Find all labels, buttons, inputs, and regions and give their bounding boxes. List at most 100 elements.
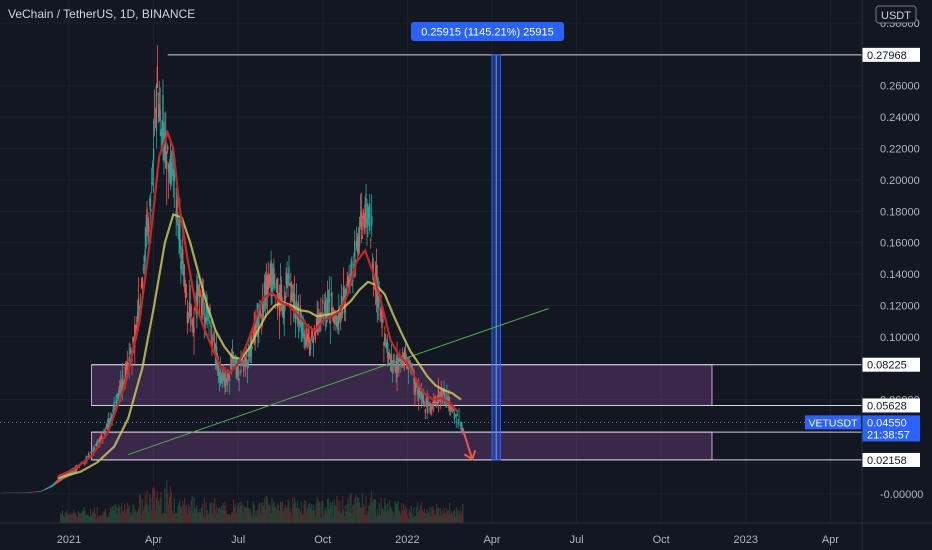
- volume-bar: [84, 510, 86, 523]
- forecast-arrow-group[interactable]: [461, 427, 477, 461]
- candle-body: [180, 261, 182, 269]
- volume-bar: [457, 510, 459, 523]
- volume-bar: [420, 502, 423, 523]
- candle-body: [237, 366, 239, 377]
- volume-bar: [153, 487, 156, 523]
- candle-body: [385, 342, 387, 348]
- price-tick-label: 0.22000: [880, 144, 920, 156]
- volume-bar: [106, 516, 108, 523]
- level-label-box: [862, 452, 920, 467]
- candle-body: [236, 368, 238, 370]
- volume-bar: [426, 508, 428, 523]
- volume-bar: [191, 495, 193, 523]
- volume-bar: [83, 506, 85, 523]
- candle-body: [153, 121, 156, 124]
- volume-bar: [122, 510, 125, 523]
- volume-bar: [187, 504, 189, 523]
- candle-body: [126, 361, 128, 375]
- candle-body: [268, 275, 270, 278]
- candle-body: [163, 138, 165, 161]
- volume-bar: [184, 497, 186, 523]
- volume-bar: [175, 513, 177, 523]
- currency-badge[interactable]: USDT: [881, 10, 911, 22]
- volume-bar: [395, 504, 397, 523]
- volume-bar: [236, 505, 238, 523]
- candle-body: [419, 391, 422, 395]
- countdown-label: 21:38:57: [867, 429, 910, 441]
- volume-bar: [102, 513, 104, 523]
- zone-box-2[interactable]: [91, 431, 713, 461]
- volume-bar: [422, 511, 424, 523]
- volume-bar: [247, 500, 249, 523]
- volume-bar: [430, 516, 432, 523]
- volume-bar: [94, 513, 96, 523]
- candle-body: [424, 409, 426, 413]
- volume-bar: [317, 499, 319, 523]
- candle-body: [100, 435, 102, 440]
- zone-boxes[interactable]: [91, 364, 713, 461]
- currency-badge-box[interactable]: [875, 5, 917, 24]
- candle-body: [253, 324, 255, 344]
- forecast-arrow-line[interactable]: [461, 427, 474, 460]
- volume-bar: [180, 506, 182, 523]
- volume-bar: [451, 513, 454, 523]
- volume-bar: [144, 494, 146, 523]
- volume-bar: [61, 510, 64, 523]
- candle-body: [213, 338, 215, 340]
- candle-body: [351, 261, 353, 270]
- candle-body: [271, 267, 273, 297]
- volume-bar: [105, 508, 107, 523]
- candle-body: [324, 300, 327, 320]
- horizontal-levels[interactable]: [0, 54, 862, 461]
- candle-body: [342, 286, 345, 301]
- volume-bar: [121, 510, 124, 523]
- candle-body: [364, 205, 366, 225]
- volume-bar: [168, 497, 171, 523]
- candle-body: [369, 203, 371, 231]
- volume-bar: [364, 515, 366, 523]
- volume-bar: [112, 505, 114, 523]
- volume-bar: [330, 504, 332, 523]
- volume-bar: [446, 508, 448, 523]
- volume-bar: [338, 510, 340, 523]
- candles: [0, 45, 464, 494]
- level-label: 0.27968: [867, 50, 907, 62]
- price-axis[interactable]: 0.300000.260000.240000.220000.200000.180…: [805, 0, 932, 550]
- volume-bar: [342, 509, 345, 523]
- volume-bar: [110, 509, 112, 523]
- candle-body: [185, 293, 188, 297]
- candle-body: [287, 274, 289, 284]
- volume-bar: [161, 514, 163, 523]
- measure-tool[interactable]: [491, 54, 501, 461]
- volume-bar: [321, 500, 323, 523]
- candle-body: [418, 388, 421, 391]
- trendline[interactable]: [128, 308, 549, 456]
- candle-body: [333, 314, 335, 323]
- volume-bar: [193, 497, 195, 523]
- candle-body: [265, 274, 268, 295]
- volume-bar: [360, 507, 362, 523]
- candle-body: [224, 374, 226, 386]
- candle-body: [370, 216, 373, 227]
- volume-bar: [458, 515, 460, 523]
- candle-body: [124, 366, 127, 380]
- candle-body: [395, 361, 397, 373]
- volume-bar: [138, 494, 141, 523]
- volume-bar: [404, 505, 407, 523]
- candle-body: [199, 292, 202, 294]
- candle-body: [182, 264, 185, 277]
- candle-body: [267, 272, 269, 290]
- trendline-group[interactable]: [128, 308, 549, 456]
- zone-box-1[interactable]: [91, 364, 713, 406]
- price-tick-label: 0.26000: [880, 81, 920, 93]
- candle-body: [167, 146, 169, 150]
- candle-body: [427, 403, 429, 406]
- candle-body: [217, 364, 220, 376]
- volume-bar: [254, 516, 256, 523]
- candle-body: [239, 372, 241, 374]
- volume-bar: [302, 513, 304, 523]
- volume-bar: [169, 485, 172, 523]
- volume-bar: [76, 517, 79, 523]
